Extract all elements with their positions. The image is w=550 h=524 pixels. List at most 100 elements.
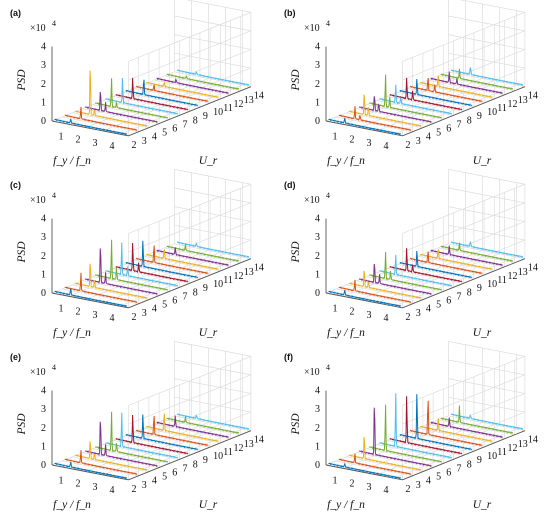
- series-line: [379, 393, 453, 459]
- y-tick-label: 4: [426, 304, 431, 315]
- y-tick-label: 8: [193, 459, 198, 470]
- x-tick-label: 3: [367, 310, 372, 321]
- series-line: [105, 77, 179, 115]
- y-tick-label: 3: [142, 480, 147, 491]
- z-tick-label: 1: [315, 269, 320, 280]
- series-line: [430, 245, 503, 267]
- series-line: [389, 77, 463, 111]
- y-tick-label: 14: [528, 263, 538, 274]
- series-line: [84, 91, 158, 124]
- y-tick-label: 5: [436, 128, 441, 139]
- series-line: [430, 71, 503, 95]
- z-tick-label: 1: [315, 441, 320, 452]
- y-tick-label: 13: [518, 95, 528, 106]
- x-tick-label: 1: [333, 303, 338, 314]
- y-tick-label: 3: [416, 308, 421, 319]
- series-line: [95, 78, 169, 119]
- y-tick-label: 12: [508, 99, 518, 110]
- z-tick-label: 0: [41, 288, 46, 299]
- y-tick-label: 12: [234, 271, 244, 282]
- series-line: [440, 242, 514, 262]
- series-line: [176, 69, 250, 86]
- multiplier-exponent: 4: [326, 363, 330, 372]
- z-tick-label: 4: [315, 42, 320, 53]
- y-tick-label: 3: [142, 308, 147, 319]
- series-line: [409, 251, 483, 274]
- z-tick-label: 3: [315, 60, 320, 71]
- series-line: [348, 437, 422, 471]
- y-tick-label: 9: [477, 111, 482, 122]
- y-tick-label: 10: [487, 451, 497, 462]
- series-line: [64, 450, 138, 476]
- multiplier-base: ×10: [30, 23, 46, 34]
- z-tick-label: 0: [315, 288, 320, 299]
- x-tick-label: 3: [367, 138, 372, 149]
- panel-label: (c): [10, 180, 21, 190]
- y-tick-label: 10: [487, 279, 497, 290]
- series-line: [419, 418, 493, 443]
- y-tick-label: 11: [223, 447, 233, 458]
- y-tick-label: 14: [528, 91, 538, 102]
- y-tick-label: 10: [213, 107, 223, 118]
- z-tick-label: 4: [41, 42, 46, 53]
- series-line: [156, 415, 229, 439]
- y-axis-title: U_r: [199, 499, 218, 511]
- x-tick-label: 2: [76, 479, 81, 490]
- z-tick-label: 2: [41, 423, 46, 434]
- y-axis-title: U_r: [199, 327, 218, 339]
- x-tick-label: 4: [384, 141, 389, 152]
- series-line: [115, 414, 189, 455]
- x-tick-label: 3: [93, 138, 98, 149]
- x-axis-title: f_y / f_n: [53, 499, 91, 511]
- x-tick-label: 3: [367, 482, 372, 493]
- series-group: [328, 393, 524, 480]
- series-line: [369, 251, 443, 291]
- z-tick-label: 0: [41, 460, 46, 471]
- series-line: [135, 245, 209, 274]
- y-tick-label: 14: [254, 435, 264, 446]
- multiplier-base: ×10: [304, 195, 320, 206]
- panel-label: (d): [284, 180, 296, 190]
- multiplier-label: ×10 4: [304, 19, 330, 34]
- y-tick-label: 8: [467, 287, 472, 298]
- series-line: [115, 77, 189, 111]
- series-line: [64, 106, 138, 132]
- multiplier-exponent: 4: [52, 363, 56, 372]
- y-tick-label: 4: [152, 304, 157, 315]
- series-line: [54, 118, 128, 136]
- series-line: [145, 249, 219, 271]
- series-line: [440, 68, 514, 90]
- series-group: [328, 67, 524, 136]
- series-line: [409, 400, 483, 446]
- y-tick-label: 7: [457, 291, 462, 302]
- series-line: [338, 453, 412, 476]
- y-tick-label: 6: [172, 295, 177, 306]
- series-line: [74, 441, 148, 471]
- z-tick-label: 3: [315, 404, 320, 415]
- x-tick-label: 1: [333, 475, 338, 486]
- series-group: [54, 411, 250, 480]
- series-line: [358, 263, 432, 296]
- y-tick-label: 2: [132, 484, 137, 495]
- x-tick-label: 4: [110, 485, 115, 496]
- multiplier-base: ×10: [30, 367, 46, 378]
- y-tick-label: 8: [467, 459, 472, 470]
- y-tick-label: 7: [183, 463, 188, 474]
- series-line: [440, 405, 514, 434]
- y-tick-label: 5: [162, 472, 167, 483]
- z-axis-title: PSD: [16, 413, 28, 436]
- series-line: [54, 461, 128, 480]
- y-tick-label: 4: [426, 476, 431, 487]
- series-line: [95, 239, 169, 291]
- z-tick-label: 0: [41, 116, 46, 127]
- multiplier-exponent: 4: [52, 191, 56, 200]
- y-tick-label: 5: [162, 128, 167, 139]
- y-tick-label: 2: [406, 484, 411, 495]
- x-tick-label: 2: [350, 307, 355, 318]
- z-axis-title: PSD: [16, 69, 28, 92]
- multiplier-exponent: 4: [326, 191, 330, 200]
- series-line: [145, 81, 219, 99]
- series-line: [176, 241, 250, 258]
